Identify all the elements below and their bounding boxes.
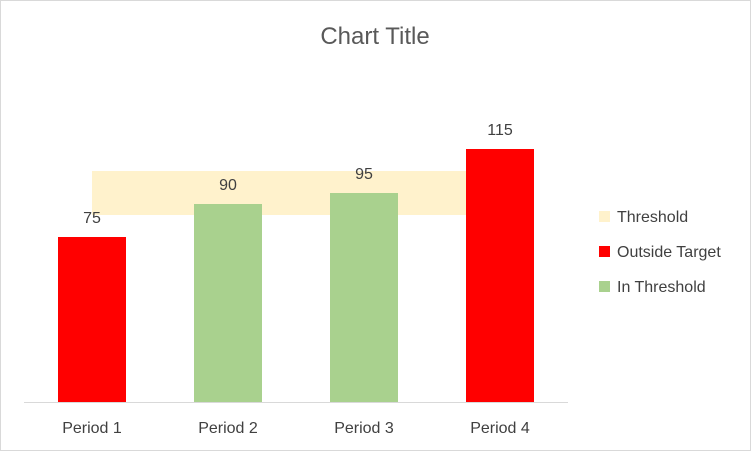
data-label-3: 95 [355,166,373,183]
bar-4 [466,149,534,402]
data-label-1: 75 [83,210,101,227]
legend-swatch-3 [599,281,610,292]
legend-swatch-1 [599,211,610,222]
data-label-2: 90 [219,177,237,194]
legend-swatch-2 [599,246,610,257]
data-label-4: 115 [487,122,513,139]
bar-3 [330,193,398,402]
x-tick-label-1: Period 1 [62,420,122,437]
x-tick-label-3: Period 3 [334,420,394,437]
legend-label-3: In Threshold [617,279,706,296]
legend-label-2: Outside Target [617,244,721,261]
bar-1 [58,237,126,402]
bar-2 [194,204,262,402]
x-tick-label-4: Period 4 [470,420,530,437]
legend: Threshold Outside Target In Threshold [599,209,721,296]
threshold-band [92,171,466,215]
x-tick-label-2: Period 2 [198,420,258,437]
chart-title: Chart Title [320,23,429,50]
legend-label-1: Threshold [617,209,688,226]
plot-area: 75 Period 1 90 Period 2 95 Period 3 115 Period … [24,122,568,437]
